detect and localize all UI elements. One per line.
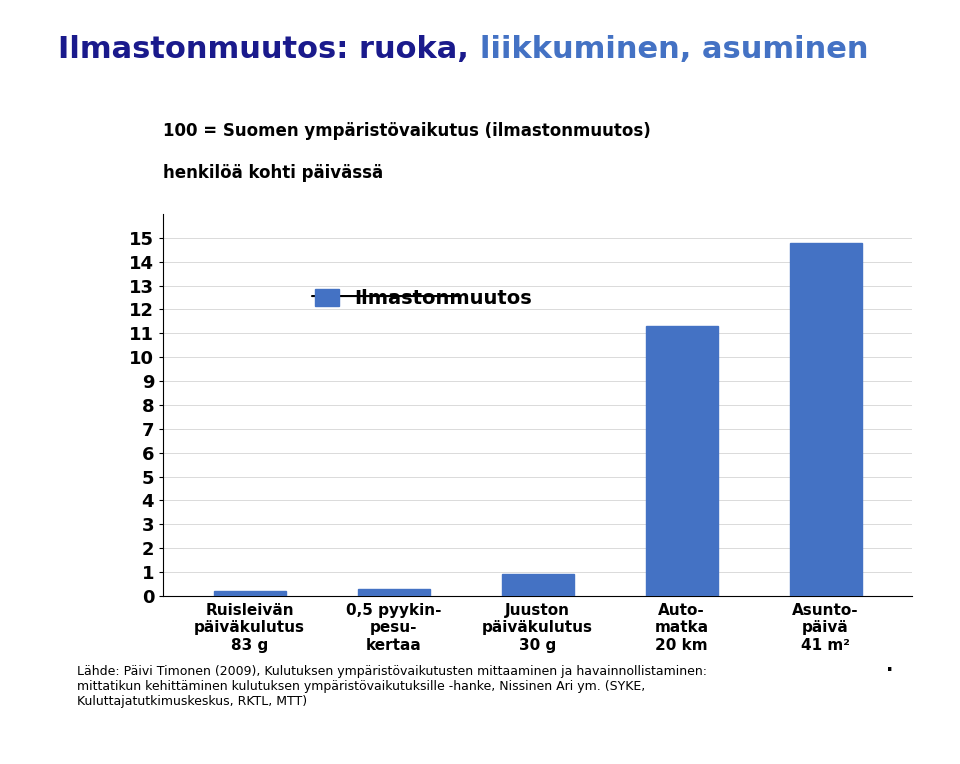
Bar — [790, 243, 862, 596]
Text: Ilmastonmuutos: ruoka,: Ilmastonmuutos: ruoka, — [59, 35, 480, 64]
Bar — [646, 326, 718, 596]
Bar — [357, 589, 430, 596]
Legend: Ilmastonmuutos: Ilmastonmuutos — [308, 281, 540, 316]
Text: liikkuminen, asuminen: liikkuminen, asuminen — [480, 35, 869, 64]
Bar — [214, 591, 286, 596]
Text: 100 = Suomen ympäristövaikutus (ilmastonmuutos): 100 = Suomen ympäristövaikutus (ilmaston… — [163, 122, 651, 141]
Text: henkilöä kohti päivässä: henkilöä kohti päivässä — [163, 164, 383, 183]
Text: .: . — [886, 656, 894, 675]
Bar — [502, 575, 574, 596]
Text: Lähde: Päivi Timonen (2009), Kulutuksen ympäristövaikutusten mittaaminen ja hava: Lähde: Päivi Timonen (2009), Kulutuksen … — [77, 665, 707, 707]
